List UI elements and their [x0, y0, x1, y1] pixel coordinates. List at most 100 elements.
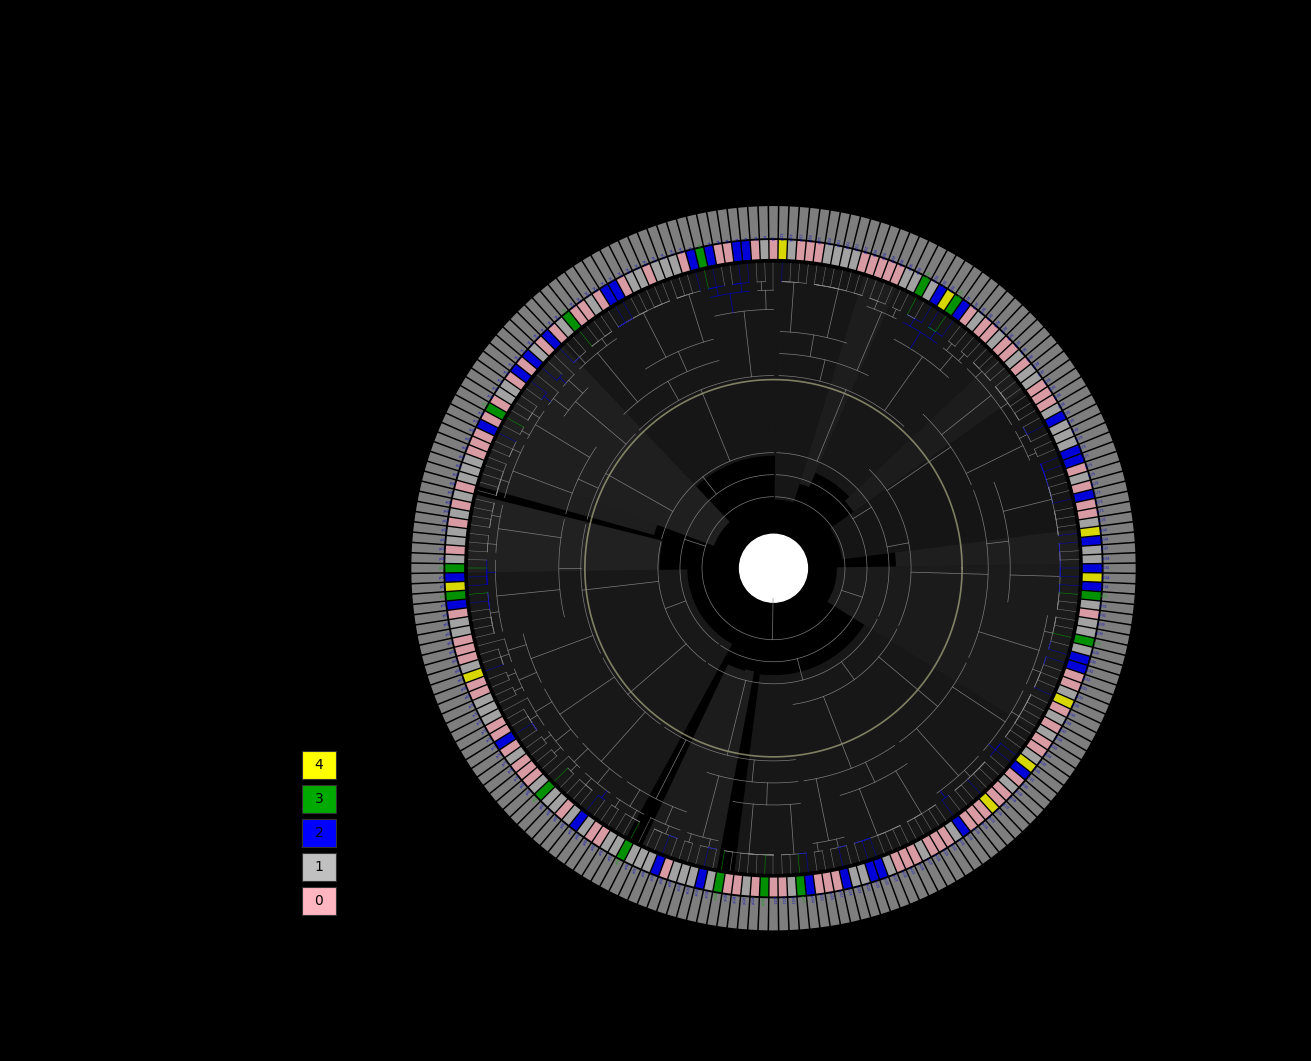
Wedge shape: [827, 563, 1079, 730]
Wedge shape: [817, 209, 830, 242]
Wedge shape: [1044, 360, 1075, 385]
Text: sp102: sp102: [695, 887, 701, 897]
Wedge shape: [704, 246, 716, 266]
Wedge shape: [1061, 446, 1080, 459]
Text: sp68: sp68: [460, 685, 468, 692]
Wedge shape: [549, 279, 576, 310]
Text: sp120: sp120: [864, 883, 871, 891]
Wedge shape: [488, 346, 730, 546]
Wedge shape: [1104, 574, 1135, 582]
Text: sp213: sp213: [836, 238, 842, 247]
Wedge shape: [1027, 335, 1057, 363]
Wedge shape: [642, 852, 657, 872]
Wedge shape: [987, 815, 1013, 845]
Wedge shape: [932, 250, 956, 283]
Text: sp183: sp183: [1058, 401, 1067, 408]
Wedge shape: [593, 827, 610, 847]
Text: sp57: sp57: [439, 585, 446, 589]
Wedge shape: [915, 241, 937, 274]
Wedge shape: [511, 365, 531, 382]
Wedge shape: [447, 599, 467, 610]
Wedge shape: [1027, 380, 1046, 397]
Wedge shape: [957, 838, 982, 870]
Wedge shape: [915, 840, 931, 860]
Wedge shape: [477, 420, 498, 435]
Wedge shape: [1067, 660, 1087, 674]
Wedge shape: [797, 207, 809, 240]
Wedge shape: [412, 584, 444, 593]
Wedge shape: [848, 249, 861, 269]
Text: sp67: sp67: [458, 677, 465, 682]
Wedge shape: [414, 512, 447, 525]
Wedge shape: [530, 344, 548, 362]
Wedge shape: [826, 892, 839, 926]
Wedge shape: [412, 574, 443, 582]
Text: sp106: sp106: [733, 894, 738, 903]
Text: sp188: sp188: [1032, 361, 1041, 369]
Wedge shape: [882, 855, 897, 875]
Text: sp74: sp74: [486, 736, 493, 743]
Text: sp36: sp36: [486, 394, 493, 400]
Wedge shape: [1063, 668, 1084, 682]
Wedge shape: [1101, 523, 1134, 535]
Wedge shape: [412, 554, 443, 562]
Wedge shape: [848, 867, 861, 887]
Text: sp90: sp90: [591, 843, 598, 851]
Text: sp116: sp116: [827, 891, 832, 900]
Text: sp95: sp95: [633, 866, 638, 873]
Text: sp88: sp88: [576, 833, 582, 840]
Wedge shape: [1074, 634, 1095, 646]
Text: sp48: sp48: [444, 500, 452, 505]
Wedge shape: [619, 237, 640, 269]
Text: sp15: sp15: [633, 263, 638, 271]
Text: sp29: sp29: [526, 341, 534, 348]
Text: sp52: sp52: [440, 538, 447, 542]
Wedge shape: [650, 261, 665, 281]
Wedge shape: [1082, 536, 1101, 545]
Wedge shape: [1049, 744, 1080, 768]
Wedge shape: [738, 897, 750, 929]
Wedge shape: [1011, 358, 1030, 376]
Wedge shape: [800, 276, 897, 487]
Wedge shape: [526, 808, 553, 838]
Wedge shape: [987, 292, 1013, 321]
Wedge shape: [1070, 472, 1089, 485]
Wedge shape: [1000, 802, 1029, 831]
Wedge shape: [434, 433, 467, 452]
Wedge shape: [973, 317, 991, 337]
Wedge shape: [541, 330, 561, 349]
Wedge shape: [992, 781, 1012, 800]
Text: sp4: sp4: [734, 237, 738, 242]
Wedge shape: [1067, 463, 1087, 476]
Wedge shape: [1072, 414, 1105, 435]
Text: sp47: sp47: [447, 490, 455, 495]
Wedge shape: [1078, 618, 1097, 628]
Text: sp50: sp50: [442, 519, 448, 523]
Wedge shape: [692, 669, 754, 869]
Text: sp5: sp5: [724, 239, 729, 244]
Wedge shape: [534, 292, 560, 321]
Wedge shape: [1033, 344, 1063, 370]
Wedge shape: [648, 226, 666, 259]
Wedge shape: [574, 843, 598, 875]
Text: sp164: sp164: [1101, 576, 1110, 579]
Text: sp39: sp39: [472, 419, 480, 425]
Wedge shape: [1011, 761, 1030, 779]
Wedge shape: [1080, 527, 1100, 537]
Wedge shape: [517, 761, 536, 779]
Wedge shape: [619, 867, 640, 900]
Wedge shape: [882, 261, 897, 281]
Wedge shape: [1054, 735, 1086, 759]
Text: sp70: sp70: [468, 702, 476, 709]
Wedge shape: [582, 849, 607, 881]
Text: sp143: sp143: [1038, 760, 1047, 768]
Wedge shape: [570, 306, 587, 326]
Text: sp197: sp197: [973, 300, 981, 310]
Wedge shape: [1101, 602, 1134, 614]
Wedge shape: [1074, 490, 1095, 502]
Wedge shape: [511, 313, 540, 341]
Text: sp168: sp168: [1100, 538, 1109, 542]
Wedge shape: [770, 877, 777, 897]
Wedge shape: [924, 246, 947, 278]
Wedge shape: [890, 264, 905, 284]
